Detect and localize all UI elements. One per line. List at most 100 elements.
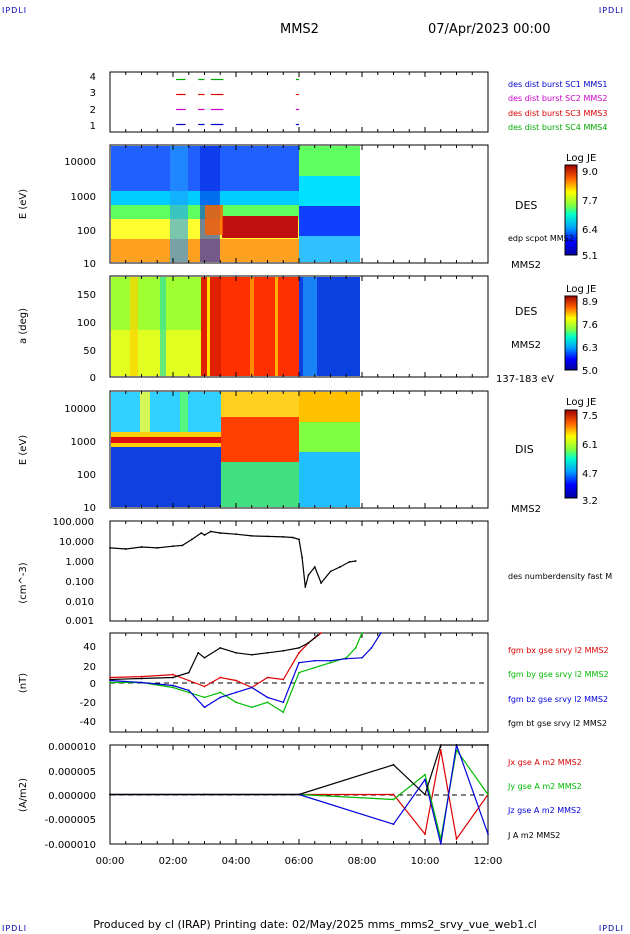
burst-legend-4: des dist burst SC4 MMS4 (508, 123, 607, 132)
dis-energy-ytick: 100 (77, 470, 96, 481)
des-pitch-cbtick: 5.0 (582, 366, 598, 377)
burst-legend-1: des dist burst SC1 MMS1 (508, 80, 607, 89)
density-point (304, 586, 307, 588)
time-tick: 04:00 (222, 856, 251, 867)
des-pitch-ytick: 0 (90, 373, 96, 384)
bfield-legend-by: fgm by gse srvy l2 MMS2 (508, 670, 609, 679)
des-pitch-spectrogram (111, 277, 360, 376)
bfield-point (109, 678, 111, 681)
density-ytick: 1.000 (65, 557, 94, 568)
bfield-ytick: 20 (83, 662, 96, 673)
time-tick: 08:00 (348, 856, 377, 867)
des-pitch-side-label: DES (515, 305, 537, 318)
bfield-point (140, 675, 143, 678)
current-ytick: 0.000005 (48, 767, 96, 778)
des-energy-ytick: 100 (77, 226, 96, 237)
des-pitch-energy-range: 137-183 eV (496, 374, 554, 385)
spacecraft-title: MMS2 (280, 22, 319, 37)
bfield-point (298, 671, 300, 674)
bfield-point (266, 676, 269, 679)
time-tick: 06:00 (285, 856, 314, 867)
current-point (424, 793, 426, 796)
current-point (439, 749, 442, 751)
current-ytick: 0.000010 (48, 742, 96, 753)
current-legend-jx: Jx gse A m2 MMS2 (507, 758, 582, 767)
burst-ytick: 3 (90, 88, 96, 99)
density-point (307, 574, 310, 576)
density-ytick: 0.100 (65, 577, 94, 588)
bfield-point (109, 681, 111, 684)
dis-energy-ytick: 10 (83, 503, 96, 514)
des-energy-ylabel: E (eV) (18, 189, 29, 219)
density-point (354, 560, 357, 562)
density-ytick: 10.000 (59, 537, 94, 548)
density-point (250, 534, 253, 537)
current-point (392, 793, 395, 796)
dis-energy-ytick: 1000 (71, 437, 96, 448)
current-ylabel: (A/m2) (18, 778, 29, 812)
bfield-point (140, 677, 143, 680)
density-point (209, 530, 212, 533)
bfield-point (266, 651, 269, 654)
bfield-point (187, 691, 190, 694)
des-pitch-ytick: 100 (77, 318, 96, 329)
density-point (200, 532, 203, 534)
density-point (124, 548, 127, 550)
des-pitch-cbtick: 8.9 (582, 297, 598, 308)
current-point (392, 823, 395, 826)
corner-label-bl: IPDLI (2, 924, 28, 933)
bfield-point (203, 685, 206, 688)
des-pitch-ytick: 150 (77, 290, 96, 301)
dis-energy-ylabel: E (eV) (18, 435, 29, 465)
bfield-point (329, 661, 332, 664)
des-energy-cbtick: 6.4 (582, 225, 598, 236)
density-point (291, 536, 294, 539)
current-point (439, 843, 442, 845)
bfield-point (329, 659, 332, 662)
des-pitch-colorbar-title: Log JE (566, 284, 596, 295)
bfield-point (219, 696, 222, 699)
current-ytick: -0.000010 (45, 840, 96, 851)
density-point (339, 566, 341, 568)
density-point (313, 566, 316, 568)
current-point (203, 793, 206, 796)
des-energy-ytick: 1000 (71, 192, 96, 203)
density-point (348, 561, 351, 563)
bfield-point (361, 632, 363, 634)
bfield-point (313, 659, 316, 662)
current-point (487, 833, 489, 835)
current-point (392, 763, 395, 766)
bfield-ytick: 0 (90, 679, 96, 690)
density-point (219, 532, 222, 534)
bfield-point (187, 679, 190, 682)
current-point (424, 833, 426, 835)
dis-energy-cbtick: 7.5 (582, 411, 598, 422)
density-point (301, 556, 304, 559)
current-point (424, 778, 426, 781)
des-energy-side-label: DES (515, 199, 537, 212)
des-energy-cbtick: 7.7 (582, 196, 598, 207)
bfield-series-line (109, 632, 382, 709)
bfield-point (172, 686, 174, 689)
corner-label-tr: IPDLI (598, 6, 624, 15)
current-legend-j: J A m2 MMS2 (507, 831, 560, 840)
current-series-line (110, 744, 488, 796)
density-point (203, 534, 206, 536)
dis-energy-side-label: DIS (515, 443, 534, 456)
bfield-point (109, 676, 111, 679)
current-legend-jy: Jy gse A m2 MMS2 (507, 782, 582, 791)
bfield-point (203, 706, 206, 709)
des-energy-spectrogram (111, 146, 360, 262)
bfield-point (197, 651, 200, 654)
des-energy-mms-label: MMS2 (511, 260, 541, 271)
bfield-point (266, 701, 269, 704)
density-point (156, 547, 159, 549)
des-pitch-cbtick: 6.3 (582, 343, 598, 354)
bfield-point (250, 686, 253, 689)
density-point (298, 538, 300, 541)
dis-energy-colorbar-title: Log JE (566, 397, 596, 408)
bfield-point (203, 696, 206, 699)
bfield-point (187, 689, 190, 692)
current-ytick: -0.000005 (45, 815, 96, 826)
